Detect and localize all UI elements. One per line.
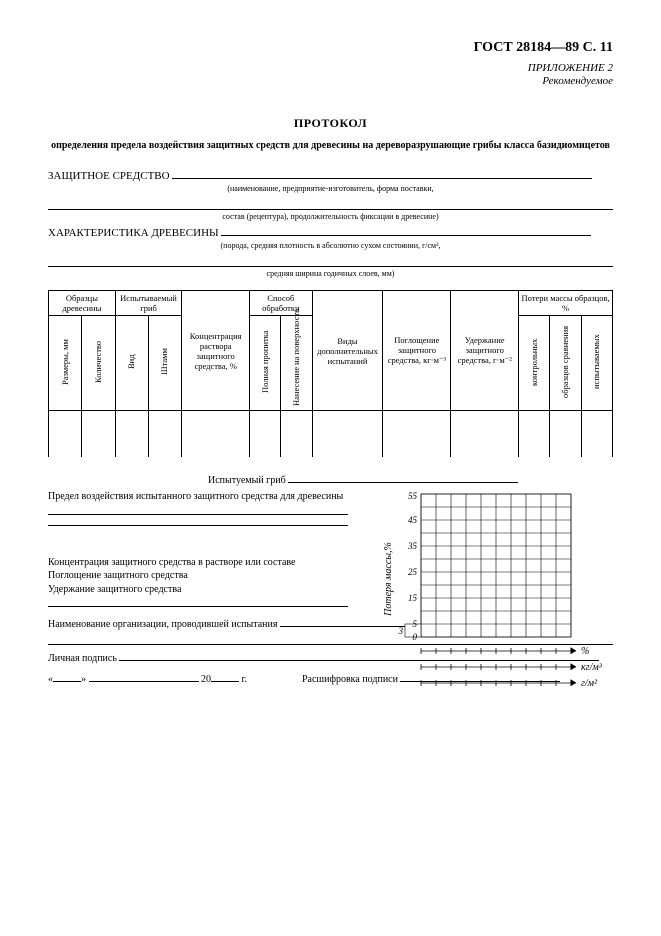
th-qty: Количество <box>94 318 103 406</box>
th-full: Полная пропитка <box>261 318 270 406</box>
appendix-number: ПРИЛОЖЕНИЕ 2 <box>528 62 613 74</box>
protective-agent-label: ЗАЩИТНОЕ СРЕДСТВО <box>48 170 170 182</box>
year-suffix: г. <box>242 674 247 685</box>
th-ref: образцов сравнения <box>561 318 570 406</box>
th-method: Способ обработки <box>250 291 312 316</box>
ytick-25: 25 <box>408 567 418 577</box>
wood-char-field[interactable] <box>221 235 591 236</box>
protective-agent-hint1: (наименование, предприятие-изготовитель,… <box>48 184 613 193</box>
xunit-1: % <box>581 646 589 657</box>
th-loss: Потери массы образцов, % <box>519 291 613 316</box>
protective-agent-hint2: состав (рецептура), продолжительность фи… <box>48 212 613 221</box>
th-test: испытываемых <box>592 318 601 406</box>
th-absorb: Поглощение защитного средства, кг·м⁻³ <box>383 291 451 411</box>
th-addtests: Виды дополнительных испытаний <box>312 291 383 411</box>
protective-agent-field[interactable] <box>172 178 592 179</box>
chart-ylabel: Потеря массы,% <box>383 542 394 617</box>
wood-char-hint1: (порода, средняя плотность в абсолютно с… <box>48 241 613 250</box>
protocol-table: Образцы древесины Испытываемый гриб Конц… <box>48 290 613 457</box>
date-month[interactable] <box>89 681 199 682</box>
limit-text: Предел воздействия испытанного защитного… <box>48 490 348 504</box>
conc-text: Концентрация защитного средства в раство… <box>48 556 348 570</box>
th-conc: Концентрация раствора защитного средства… <box>182 291 250 411</box>
th-retain: Удержание защитного средства, г·м⁻² <box>451 291 519 411</box>
th-samples: Образцы древесины <box>49 291 116 316</box>
th-ctrl: контрольных <box>530 318 539 406</box>
sig-label: Личная подпись <box>48 653 117 664</box>
retain-text: Удержание защитного средства <box>48 583 348 597</box>
th-species: Вид <box>127 318 136 406</box>
date-day[interactable] <box>53 681 81 682</box>
protocol-title: ПРОТОКОЛ <box>48 116 613 131</box>
ytick-15: 15 <box>408 593 418 603</box>
limit-field1[interactable] <box>48 504 348 515</box>
absorb-text: Поглощение защитного средства <box>48 569 348 583</box>
org-label: Наименование организации, проводившей ис… <box>48 619 277 630</box>
limit-field2[interactable] <box>48 515 348 526</box>
xunit-3: г/м² <box>581 678 598 689</box>
tested-fungus-label: Испытуемый гриб <box>208 475 286 486</box>
wood-char-line2[interactable] <box>48 256 613 267</box>
th-strain: Штамм <box>160 318 169 406</box>
th-fungus: Испытываемый гриб <box>115 291 181 316</box>
lower-left-block: Предел воздействия испытанного защитного… <box>48 490 348 607</box>
mass-loss-chart: Потеря массы,% <box>381 489 613 699</box>
th-surface: Нанесение на поверхность <box>292 318 301 406</box>
tested-fungus-field[interactable] <box>288 482 518 483</box>
ytick-45: 45 <box>408 515 418 525</box>
appendix-note: Рекомендуемое <box>542 75 613 87</box>
ytick-5: 5 <box>413 619 418 629</box>
wood-char-hint2: средняя ширина годичных слоев, мм) <box>48 269 613 278</box>
ytick-0: 0 <box>413 632 418 642</box>
doc-code: ГОСТ 28184—89 С. 11 <box>48 40 613 56</box>
date-year[interactable] <box>211 681 239 682</box>
ytick-3: 3 <box>398 626 404 636</box>
protocol-subtitle: определения предела воздействия защитных… <box>48 139 613 152</box>
wood-char-label: ХАРАКТЕРИСТИКА ДРЕВЕСИНЫ <box>48 227 219 239</box>
ytick-55: 55 <box>408 491 418 501</box>
xunit-2: кг/м³ <box>581 662 603 673</box>
ytick-35: 35 <box>407 541 418 551</box>
lower-field3[interactable] <box>48 596 348 607</box>
th-size: Размеры, мм <box>61 318 70 406</box>
protective-agent-line2[interactable] <box>48 199 613 210</box>
